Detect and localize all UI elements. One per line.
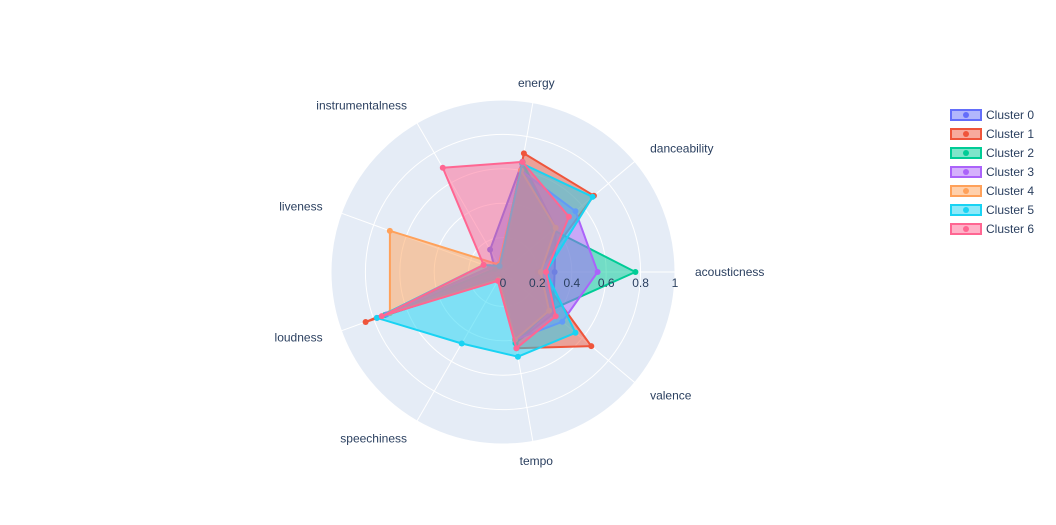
data-point[interactable]	[386, 227, 393, 234]
legend-label: Cluster 5	[986, 203, 1034, 217]
legend-item[interactable]: Cluster 3	[950, 165, 1034, 179]
axis-label-valence: valence	[650, 388, 692, 402]
legend-item[interactable]: Cluster 6	[950, 222, 1034, 236]
legend-item[interactable]: Cluster 4	[950, 184, 1034, 198]
series-group	[362, 150, 639, 360]
data-point[interactable]	[362, 319, 369, 326]
axis-label-liveness: liveness	[279, 199, 322, 213]
radial-tick-label: 0.6	[598, 276, 615, 290]
axis-labels: acousticness danceability energy instrument…	[275, 76, 765, 468]
axis-label-energy: energy	[518, 76, 555, 90]
legend-marker	[963, 169, 969, 175]
legend-item[interactable]: Cluster 2	[950, 146, 1034, 160]
legend-marker	[963, 226, 969, 232]
legend-item[interactable]: Cluster 0	[950, 108, 1034, 122]
axis-label-instrumentalness: instrumentalness	[316, 99, 407, 113]
data-point[interactable]	[480, 261, 487, 268]
data-point[interactable]	[519, 158, 526, 165]
radial-tick-label: 0.2	[529, 276, 546, 290]
data-point[interactable]	[632, 269, 639, 275]
radial-tick-label: 0.4	[563, 276, 580, 290]
radial-ticks: 0 0.2 0.4 0.6 0.8 1	[500, 276, 679, 290]
data-point[interactable]	[594, 269, 601, 275]
data-point[interactable]	[552, 313, 559, 320]
radial-tick-label: 1	[672, 276, 679, 290]
legend-label: Cluster 6	[986, 222, 1034, 236]
legend-marker	[963, 131, 969, 137]
axis-label-tempo: tempo	[520, 454, 554, 468]
data-point[interactable]	[513, 345, 520, 352]
legend-label: Cluster 1	[986, 127, 1034, 141]
data-point[interactable]	[588, 343, 595, 350]
legend-marker	[963, 112, 969, 118]
data-point[interactable]	[520, 150, 527, 157]
axis-label-danceability: danceability	[650, 142, 713, 156]
data-point[interactable]	[572, 329, 579, 336]
legend-marker	[963, 207, 969, 213]
series-6	[378, 158, 572, 352]
legend-label: Cluster 3	[986, 165, 1034, 179]
legend-marker	[963, 150, 969, 156]
axis-label-acousticness: acousticness	[695, 265, 764, 279]
axis-label-speechiness: speechiness	[340, 431, 407, 445]
legend-item[interactable]: Cluster 1	[950, 127, 1034, 141]
radial-tick-label: 0.8	[632, 276, 649, 290]
legend[interactable]: Cluster 0 Cluster 1 Cluster 2 Cluster 3 Clus…	[950, 108, 1034, 236]
legend-label: Cluster 2	[986, 146, 1034, 160]
legend-label: Cluster 0	[986, 108, 1034, 122]
data-point[interactable]	[439, 164, 446, 171]
data-point[interactable]	[589, 193, 596, 200]
data-point[interactable]	[378, 313, 385, 320]
data-point[interactable]	[514, 353, 521, 360]
axis-label-loudness: loudness	[275, 331, 323, 345]
legend-label: Cluster 4	[986, 184, 1034, 198]
data-point[interactable]	[373, 314, 380, 321]
data-point[interactable]	[494, 277, 501, 284]
legend-item[interactable]: Cluster 5	[950, 203, 1034, 217]
data-point[interactable]	[543, 269, 549, 275]
series-area[interactable]	[380, 160, 570, 350]
radial-tick-label: 0	[500, 276, 507, 290]
data-point[interactable]	[458, 340, 465, 347]
data-point[interactable]	[565, 213, 572, 220]
legend-marker	[963, 188, 969, 194]
